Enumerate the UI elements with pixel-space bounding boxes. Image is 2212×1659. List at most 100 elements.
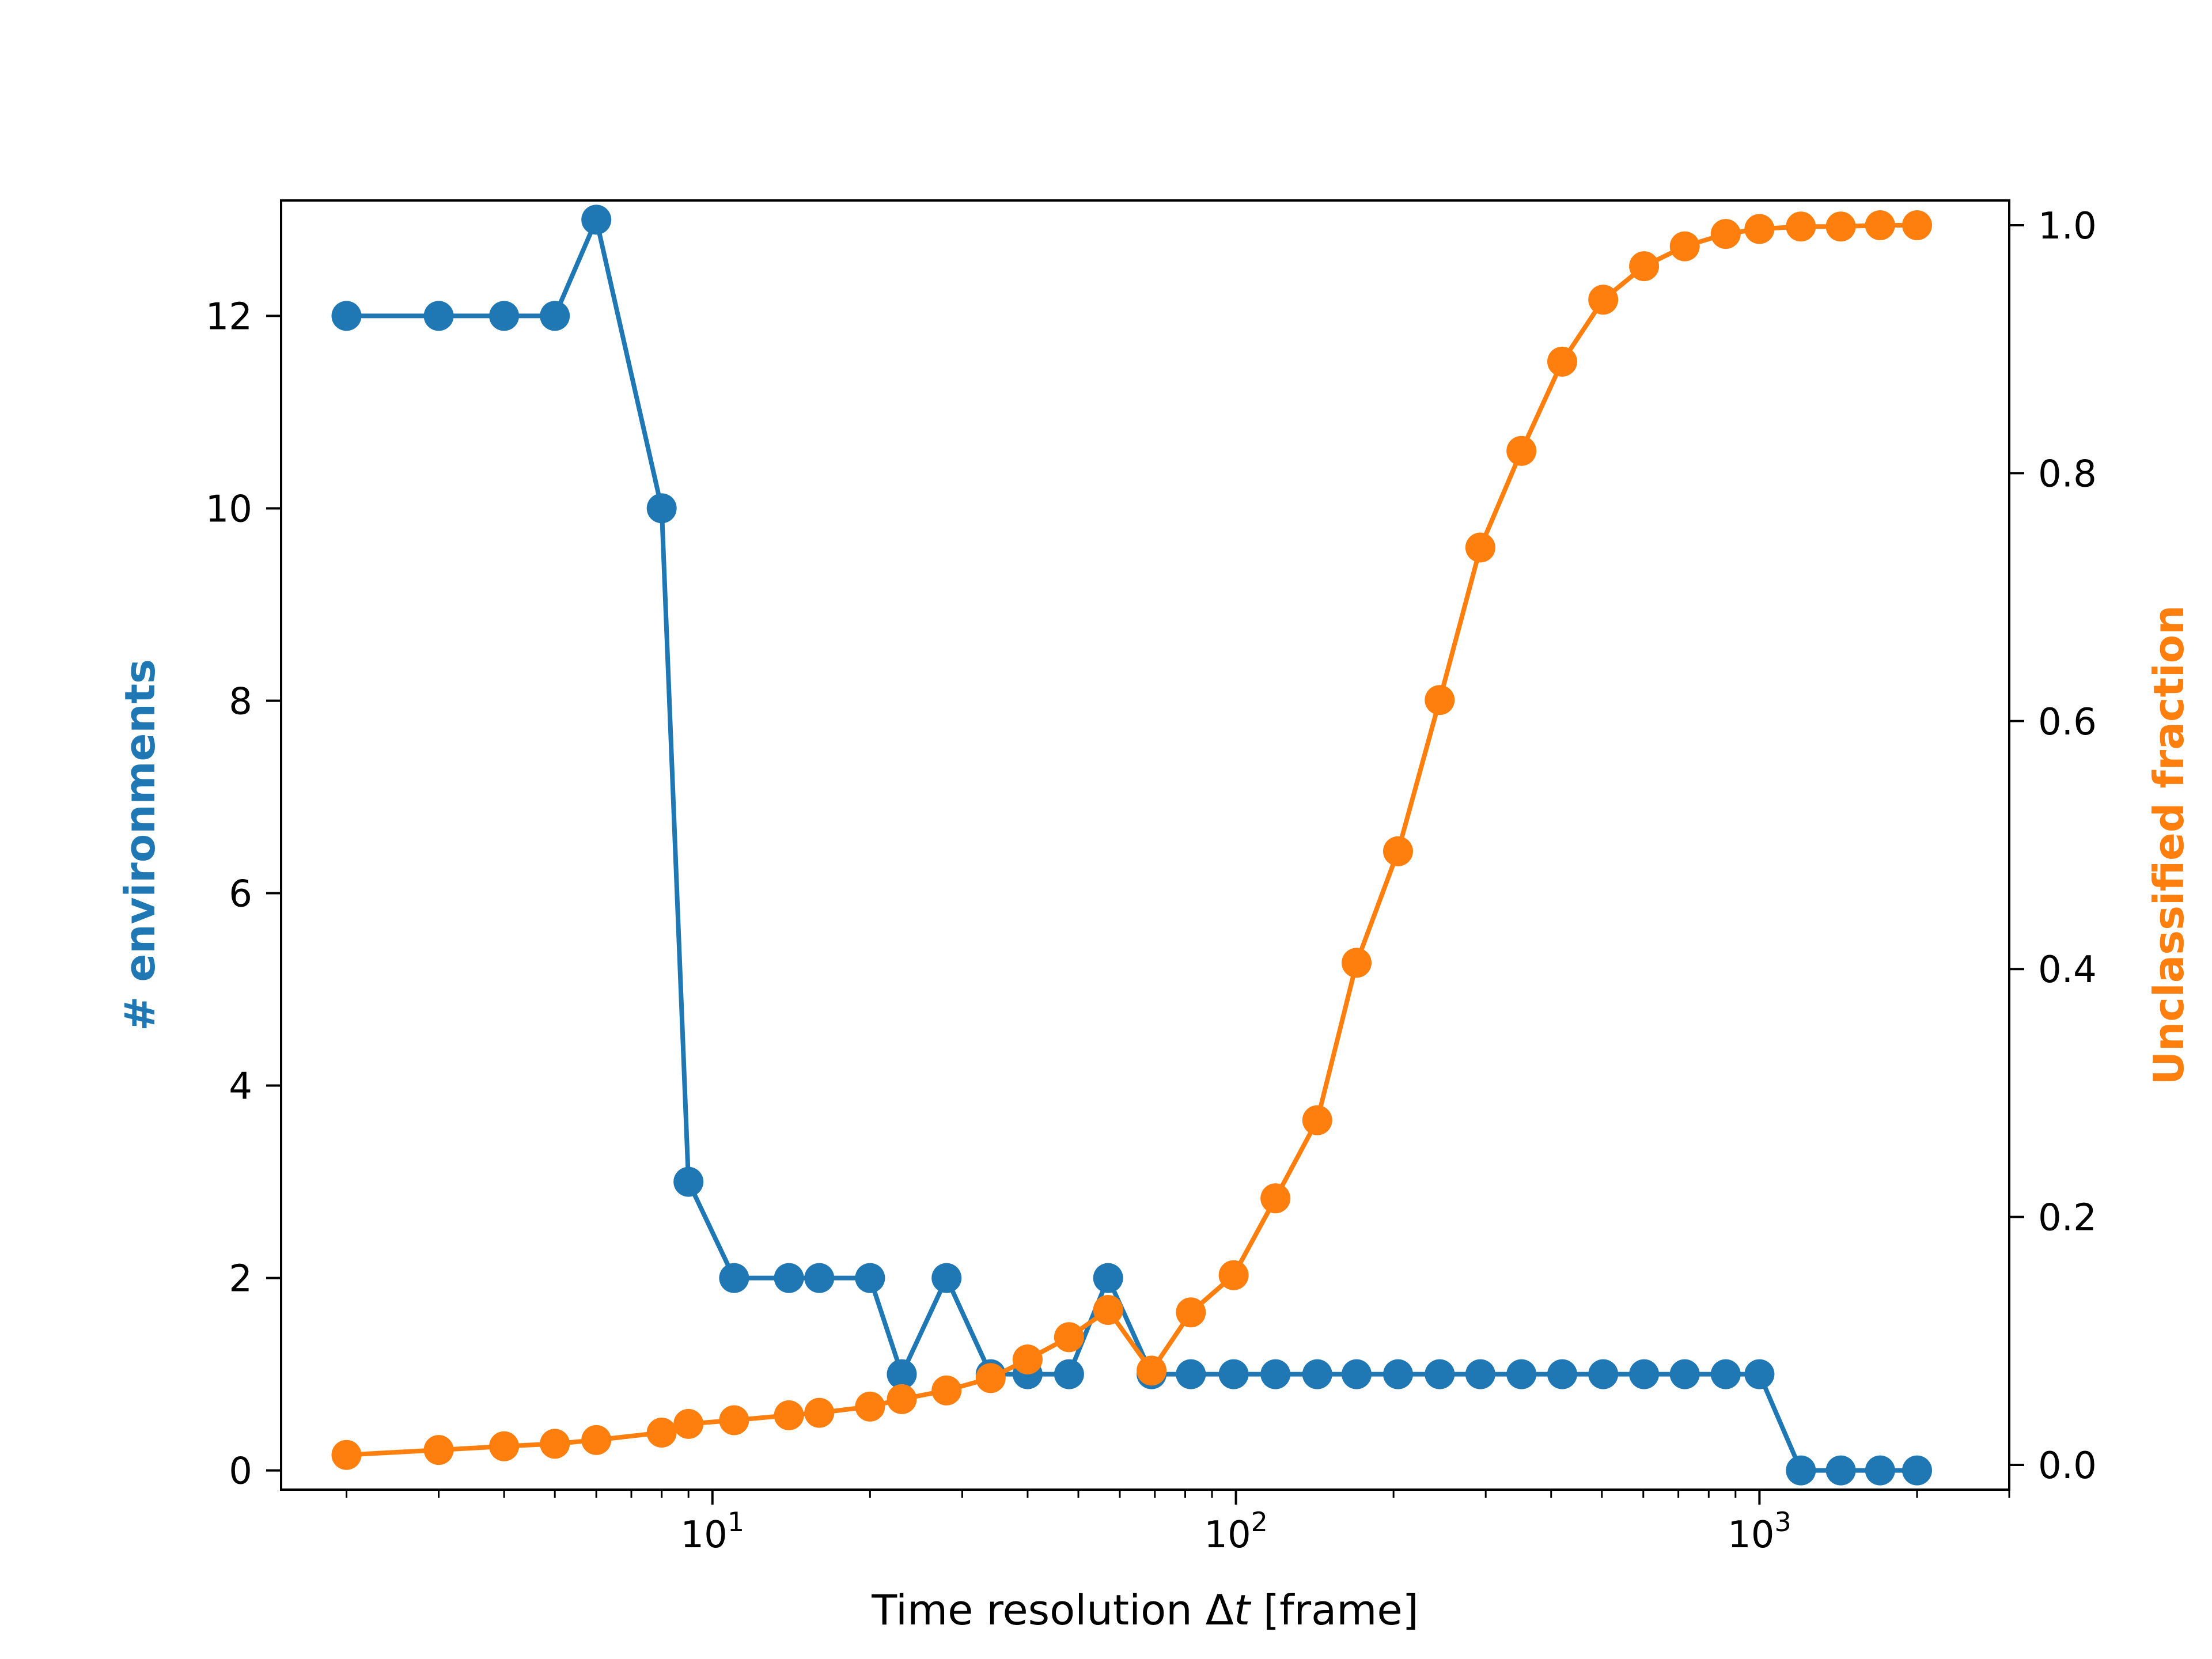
data-point-unclassified-fraction <box>1260 1183 1291 1214</box>
data-point-environments <box>1342 1359 1372 1389</box>
data-point-environments <box>1383 1359 1413 1389</box>
data-point-environments <box>489 301 520 331</box>
data-point-environments <box>1825 1455 1856 1486</box>
data-point-unclassified-fraction <box>887 1384 917 1414</box>
data-point-unclassified-fraction <box>1902 210 1932 240</box>
data-point-environments <box>1669 1359 1700 1389</box>
right-tick-label: 0.2 <box>2038 1197 2097 1240</box>
data-point-unclassified-fraction <box>489 1431 520 1461</box>
data-point-unclassified-fraction <box>975 1363 1006 1393</box>
data-point-unclassified-fraction <box>1547 346 1577 377</box>
x-tick-label: 103 <box>1728 1506 1791 1556</box>
data-point-environments <box>1629 1359 1660 1389</box>
data-point-environments <box>423 301 454 331</box>
series-layer <box>331 204 1932 1486</box>
data-point-unclassified-fraction <box>1176 1297 1206 1328</box>
left-y-axis: 0 2 4 6 8 10 12 <box>206 296 281 1493</box>
data-point-environments <box>1744 1359 1775 1389</box>
data-point-unclassified-fraction <box>646 1418 677 1448</box>
data-point-unclassified-fraction <box>1093 1295 1123 1325</box>
left-tick-label: 4 <box>229 1066 252 1108</box>
data-point-unclassified-fraction <box>1786 211 1816 242</box>
data-point-environments <box>1547 1359 1577 1389</box>
series-environments <box>331 204 1932 1486</box>
left-tick-label: 6 <box>229 873 252 916</box>
data-point-environments <box>804 1263 835 1293</box>
x-axis-label: Time resolution Δt [frame] <box>871 1586 1418 1634</box>
x-axis-label-suffix: [frame] <box>1250 1586 1419 1634</box>
data-point-environments <box>774 1263 804 1293</box>
right-y-axis: 0.0 0.2 0.4 0.6 0.8 1.0 <box>2009 205 2097 1487</box>
data-point-environments <box>1588 1359 1619 1389</box>
data-point-environments <box>581 204 612 235</box>
data-point-environments <box>331 301 362 331</box>
x-tick-exponent: 2 <box>1251 1506 1268 1537</box>
data-point-unclassified-fraction <box>331 1440 362 1470</box>
data-point-unclassified-fraction <box>423 1435 454 1465</box>
data-point-environments <box>673 1166 704 1197</box>
x-tick-base: 10 <box>1204 1514 1251 1556</box>
x-tick-label: 101 <box>680 1506 744 1556</box>
data-point-environments <box>1902 1455 1932 1486</box>
data-point-unclassified-fraction <box>1825 211 1856 242</box>
data-point-unclassified-fraction <box>1137 1355 1167 1386</box>
data-point-environments <box>1865 1455 1895 1486</box>
data-point-unclassified-fraction <box>1710 219 1741 249</box>
data-point-environments <box>1218 1359 1249 1389</box>
data-point-unclassified-fraction <box>673 1408 704 1439</box>
series-line-unclassified-fraction <box>346 223 1917 1457</box>
data-point-unclassified-fraction <box>1669 231 1700 262</box>
data-point-environments <box>1710 1359 1741 1389</box>
data-point-unclassified-fraction <box>931 1375 962 1406</box>
data-point-environments <box>1506 1359 1537 1389</box>
series-unclassified-fraction <box>331 210 1932 1470</box>
data-point-environments <box>855 1263 885 1293</box>
left-tick-label: 0 <box>229 1450 252 1493</box>
data-point-environments <box>646 493 677 524</box>
plot-area <box>280 199 2010 1491</box>
data-point-unclassified-fraction <box>1425 685 1455 715</box>
data-point-unclassified-fraction <box>1506 435 1537 466</box>
data-point-unclassified-fraction <box>1865 210 1895 240</box>
x-tick-label: 102 <box>1204 1506 1268 1556</box>
x-tick-base: 10 <box>1728 1514 1774 1556</box>
left-axis-label: # environments <box>116 659 164 1031</box>
data-point-unclassified-fraction <box>1302 1105 1332 1135</box>
right-tick-label: 0.6 <box>2038 701 2097 744</box>
data-point-unclassified-fraction <box>1054 1322 1084 1353</box>
right-tick-label: 0.4 <box>2038 949 2097 991</box>
data-point-environments <box>887 1359 917 1389</box>
data-point-unclassified-fraction <box>1744 214 1775 244</box>
data-point-environments <box>1786 1455 1816 1486</box>
left-tick-label: 12 <box>206 296 252 338</box>
data-point-unclassified-fraction <box>855 1391 885 1422</box>
right-axis-label: Unclassified fraction <box>2145 605 2193 1085</box>
data-point-unclassified-fraction <box>719 1405 749 1435</box>
x-axis: 101 102 103 <box>346 1490 2010 1556</box>
data-point-environments <box>1093 1263 1123 1293</box>
x-axis-label-prefix: Time resolution Δ <box>871 1586 1234 1634</box>
data-point-environments <box>540 301 570 331</box>
data-point-environments <box>1465 1359 1495 1389</box>
data-point-unclassified-fraction <box>1218 1260 1249 1290</box>
x-tick-exponent: 3 <box>1774 1506 1791 1537</box>
data-point-unclassified-fraction <box>1342 948 1372 978</box>
right-tick-label: 1.0 <box>2038 205 2097 248</box>
data-point-unclassified-fraction <box>540 1429 570 1459</box>
data-point-unclassified-fraction <box>1629 251 1660 282</box>
x-axis-label-italic: t <box>1234 1586 1252 1634</box>
right-tick-label: 0.0 <box>2038 1445 2097 1487</box>
x-tick-exponent: 1 <box>728 1506 744 1537</box>
data-point-environments <box>1425 1359 1455 1389</box>
data-point-unclassified-fraction <box>581 1425 612 1455</box>
data-point-environments <box>719 1263 749 1293</box>
left-tick-label: 8 <box>229 680 252 723</box>
data-point-unclassified-fraction <box>774 1400 804 1430</box>
data-point-environments <box>1260 1359 1291 1389</box>
left-tick-label: 2 <box>229 1258 252 1301</box>
data-point-environments <box>1054 1359 1084 1389</box>
data-point-unclassified-fraction <box>1588 285 1619 315</box>
data-point-unclassified-fraction <box>1012 1344 1043 1374</box>
left-tick-label: 10 <box>206 488 252 531</box>
